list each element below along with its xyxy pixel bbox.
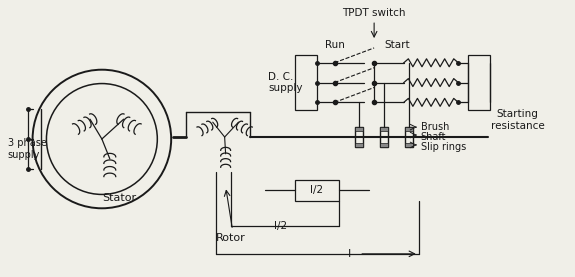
Text: Rotor: Rotor	[216, 233, 246, 243]
Bar	[355, 127, 363, 147]
Text: D. C.
supply: D. C. supply	[268, 72, 302, 93]
Bar	[380, 127, 388, 131]
Bar	[380, 143, 388, 147]
Text: 3 phase
supply: 3 phase supply	[8, 138, 47, 160]
Bar	[405, 127, 413, 131]
Text: Start: Start	[384, 40, 409, 50]
Text: Brush: Brush	[421, 122, 449, 132]
Bar	[468, 55, 490, 110]
Bar	[295, 55, 317, 110]
Text: Starting
resistance: Starting resistance	[491, 109, 545, 131]
Text: I: I	[348, 249, 351, 259]
Text: Slip rings: Slip rings	[421, 142, 466, 152]
Text: TPDT switch: TPDT switch	[342, 8, 406, 18]
Text: I/2: I/2	[274, 221, 287, 231]
Text: Stator: Stator	[102, 193, 137, 203]
Bar	[295, 179, 339, 201]
Bar	[380, 127, 388, 147]
Text: I/2: I/2	[310, 186, 323, 196]
Bar	[405, 127, 413, 147]
Bar	[405, 143, 413, 147]
Bar	[355, 143, 363, 147]
Text: Shaft: Shaft	[421, 132, 446, 142]
Bar	[355, 127, 363, 131]
Text: Run: Run	[324, 40, 344, 50]
